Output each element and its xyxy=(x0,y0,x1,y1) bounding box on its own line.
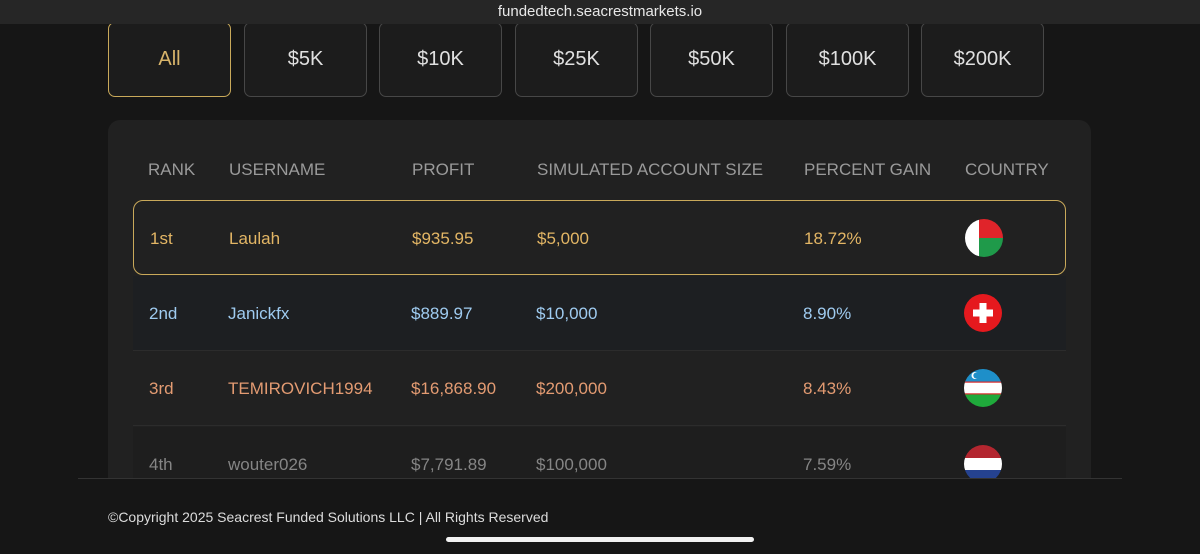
account-size: $10,000 xyxy=(536,304,598,323)
filter-button[interactable]: $100K xyxy=(786,22,909,97)
table-row: 4th wouter026 $7,791.89 $100,000 7.59% xyxy=(133,427,1066,478)
content: All $5K $10K $25K $50K $100K $200K RANK … xyxy=(108,22,1091,478)
flag-icon xyxy=(964,294,1002,332)
flag-icon xyxy=(965,219,1003,257)
percent-gain: 8.43% xyxy=(803,379,852,398)
account-size: $100,000 xyxy=(536,455,607,474)
table-row: 1st Laulah $935.95 $5,000 18.72% xyxy=(133,200,1066,275)
footer xyxy=(78,478,1122,554)
column-header: COUNTRY xyxy=(965,160,1049,179)
username: Janickfx xyxy=(228,304,290,323)
account-size: $5,000 xyxy=(537,229,589,248)
column-header: USERNAME xyxy=(229,160,326,179)
percent-gain: 7.59% xyxy=(803,455,852,474)
percent-gain: 8.90% xyxy=(803,304,852,323)
username: TEMIROVICH1994 xyxy=(228,379,373,398)
profit: $889.97 xyxy=(411,304,473,323)
filter-button[interactable]: $10K xyxy=(379,22,502,97)
profit: $935.95 xyxy=(412,229,474,248)
column-header: RANK xyxy=(148,160,196,179)
flag-icon xyxy=(964,445,1002,478)
flag-icon xyxy=(964,369,1002,407)
username: Laulah xyxy=(229,229,281,248)
filter-button[interactable]: $50K xyxy=(650,22,773,97)
filter-button[interactable]: $200K xyxy=(921,22,1044,97)
column-header: PROFIT xyxy=(412,160,475,179)
account-size: $200,000 xyxy=(536,379,607,398)
profit: $16,868.90 xyxy=(411,379,497,398)
column-header: PERCENT GAIN xyxy=(804,160,932,179)
rank: 2nd xyxy=(149,304,178,323)
url-bar[interactable]: fundedtech.seacrestmarkets.io xyxy=(0,0,1200,24)
table-row: 3rd TEMIROVICH1994 $16,868.90 $200,000 8… xyxy=(133,351,1066,426)
percent-gain: 18.72% xyxy=(804,229,862,248)
rank: 1st xyxy=(150,229,173,248)
filter-button[interactable]: All xyxy=(108,22,231,97)
filter-button[interactable]: $5K xyxy=(244,22,367,97)
column-header: SIMULATED ACCOUNT SIZE xyxy=(537,160,764,179)
rank: 3rd xyxy=(149,379,174,398)
profit: $7,791.89 xyxy=(411,455,487,474)
rank: 4th xyxy=(149,455,173,474)
copyright: ©Copyright 2025 Seacrest Funded Solution… xyxy=(108,509,549,525)
filter-button[interactable]: $25K xyxy=(515,22,638,97)
table-row: 2nd Janickfx $889.97 $10,000 8.90% xyxy=(133,276,1066,351)
home-indicator xyxy=(446,537,754,542)
username: wouter026 xyxy=(228,455,308,474)
